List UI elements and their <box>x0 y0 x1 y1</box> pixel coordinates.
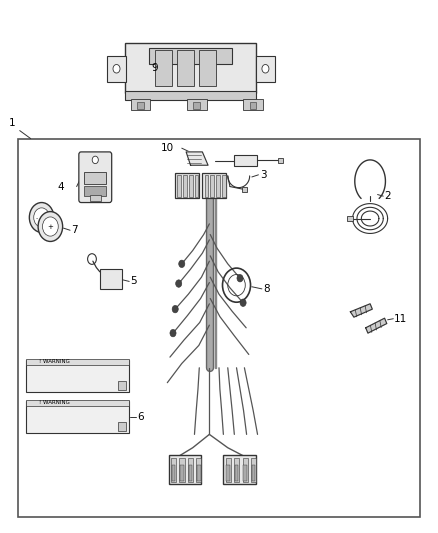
Bar <box>177 175 181 197</box>
Polygon shape <box>186 152 208 165</box>
FancyBboxPatch shape <box>79 152 112 203</box>
Text: 7: 7 <box>71 225 78 235</box>
Text: 8: 8 <box>263 284 269 294</box>
Circle shape <box>92 156 98 164</box>
Text: 9: 9 <box>151 63 158 72</box>
Bar <box>125 43 256 93</box>
Text: 11: 11 <box>394 314 407 324</box>
Bar <box>169 455 201 484</box>
Circle shape <box>240 299 246 306</box>
Bar <box>278 158 283 163</box>
Bar <box>235 465 238 481</box>
Circle shape <box>262 64 269 73</box>
Bar <box>183 175 187 197</box>
Bar <box>179 458 184 482</box>
Bar <box>194 102 200 109</box>
Bar <box>90 195 101 201</box>
Bar <box>197 465 201 481</box>
Bar <box>234 458 239 482</box>
Bar <box>189 465 192 481</box>
Bar <box>131 99 150 110</box>
Bar <box>172 465 175 481</box>
Circle shape <box>237 274 243 282</box>
Polygon shape <box>366 318 387 333</box>
Bar <box>187 99 207 110</box>
Text: 2: 2 <box>385 191 391 201</box>
Text: 10: 10 <box>161 143 174 153</box>
Bar <box>347 216 353 221</box>
Bar <box>234 155 257 166</box>
Circle shape <box>113 64 120 73</box>
Text: ··: ·· <box>35 216 39 221</box>
Bar <box>26 360 129 392</box>
Bar <box>155 50 172 86</box>
Bar <box>226 465 230 481</box>
Bar <box>216 175 220 197</box>
Text: ! WARNING: ! WARNING <box>39 359 70 365</box>
Bar <box>84 172 106 184</box>
Bar <box>118 381 126 390</box>
Text: 1: 1 <box>9 118 15 127</box>
Bar <box>171 458 176 482</box>
Bar <box>210 175 214 197</box>
Bar <box>26 359 129 365</box>
Bar <box>250 102 256 109</box>
Text: 6: 6 <box>137 412 144 422</box>
Circle shape <box>29 203 54 232</box>
Bar <box>243 458 248 482</box>
Bar <box>242 187 247 192</box>
Circle shape <box>34 208 49 227</box>
Text: 4: 4 <box>57 182 64 191</box>
Circle shape <box>172 305 178 313</box>
Bar <box>202 173 226 198</box>
Text: +: + <box>47 224 53 230</box>
Bar <box>199 50 216 86</box>
Polygon shape <box>350 304 372 317</box>
Text: 3: 3 <box>260 170 266 180</box>
Bar <box>107 56 126 82</box>
Bar <box>205 175 208 197</box>
Bar <box>137 102 144 109</box>
Circle shape <box>42 217 58 236</box>
Bar <box>226 458 231 482</box>
Circle shape <box>170 329 176 337</box>
Text: 5: 5 <box>131 277 137 286</box>
Circle shape <box>179 260 185 268</box>
Bar <box>175 173 199 198</box>
Bar <box>189 175 193 197</box>
Bar <box>196 458 201 482</box>
Bar <box>223 455 256 484</box>
Bar <box>251 458 256 482</box>
Bar <box>84 186 106 196</box>
Bar <box>18 139 420 517</box>
Bar <box>26 401 129 433</box>
Bar <box>222 175 226 197</box>
Bar <box>149 48 232 64</box>
Bar <box>256 56 275 82</box>
Bar <box>177 50 194 86</box>
Bar <box>26 400 129 406</box>
Circle shape <box>176 280 182 287</box>
Bar <box>100 269 122 289</box>
Bar <box>188 458 193 482</box>
Circle shape <box>38 212 63 241</box>
Bar <box>195 175 198 197</box>
Text: ! WARNING: ! WARNING <box>39 400 70 406</box>
Bar <box>243 99 263 110</box>
Bar <box>244 465 247 481</box>
Bar <box>252 465 255 481</box>
Bar <box>125 91 256 100</box>
Bar <box>180 465 184 481</box>
Bar <box>118 422 126 431</box>
